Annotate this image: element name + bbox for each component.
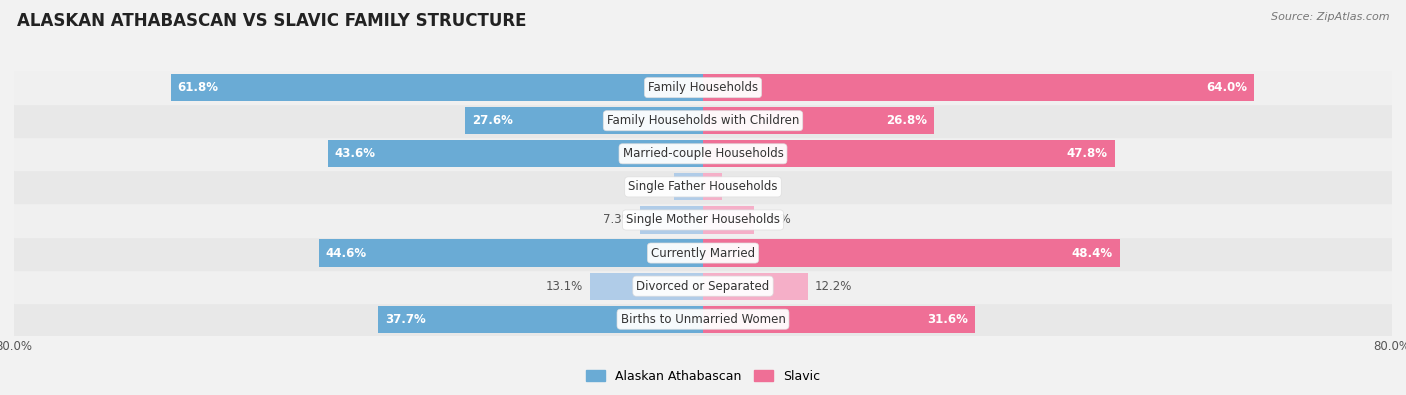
Text: Single Mother Households: Single Mother Households xyxy=(626,213,780,226)
Bar xyxy=(703,207,754,233)
Text: Currently Married: Currently Married xyxy=(651,246,755,260)
Text: 12.2%: 12.2% xyxy=(815,280,852,293)
Text: Source: ZipAtlas.com: Source: ZipAtlas.com xyxy=(1271,12,1389,22)
Bar xyxy=(14,203,1392,237)
Bar xyxy=(703,140,1115,167)
Bar xyxy=(319,239,703,267)
Bar xyxy=(465,107,703,134)
Text: Single Father Households: Single Father Households xyxy=(628,181,778,194)
Bar xyxy=(328,140,703,167)
Text: 27.6%: 27.6% xyxy=(472,114,513,127)
Bar xyxy=(14,237,1392,269)
Text: Divorced or Separated: Divorced or Separated xyxy=(637,280,769,293)
Text: 44.6%: 44.6% xyxy=(326,246,367,260)
Bar xyxy=(703,273,808,300)
Bar xyxy=(703,173,721,200)
Bar xyxy=(703,306,976,333)
Bar xyxy=(703,107,934,134)
Bar xyxy=(673,173,703,200)
Text: 61.8%: 61.8% xyxy=(177,81,219,94)
Text: 5.9%: 5.9% xyxy=(761,213,790,226)
Text: Family Households: Family Households xyxy=(648,81,758,94)
Text: Births to Unmarried Women: Births to Unmarried Women xyxy=(620,313,786,326)
Text: 7.3%: 7.3% xyxy=(603,213,633,226)
Bar xyxy=(14,170,1392,203)
Bar xyxy=(591,273,703,300)
Bar xyxy=(14,137,1392,170)
Text: 26.8%: 26.8% xyxy=(886,114,927,127)
Text: 48.4%: 48.4% xyxy=(1071,246,1114,260)
Text: 47.8%: 47.8% xyxy=(1067,147,1108,160)
Bar xyxy=(14,303,1392,336)
Text: 3.4%: 3.4% xyxy=(637,181,666,194)
Bar xyxy=(378,306,703,333)
Text: 13.1%: 13.1% xyxy=(546,280,583,293)
Text: ALASKAN ATHABASCAN VS SLAVIC FAMILY STRUCTURE: ALASKAN ATHABASCAN VS SLAVIC FAMILY STRU… xyxy=(17,12,526,30)
Text: 37.7%: 37.7% xyxy=(385,313,426,326)
Bar xyxy=(640,207,703,233)
Bar xyxy=(14,269,1392,303)
Bar xyxy=(14,104,1392,137)
Text: Family Households with Children: Family Households with Children xyxy=(607,114,799,127)
Text: 43.6%: 43.6% xyxy=(335,147,375,160)
Legend: Alaskan Athabascan, Slavic: Alaskan Athabascan, Slavic xyxy=(581,365,825,388)
Bar xyxy=(703,74,1254,101)
Text: Married-couple Households: Married-couple Households xyxy=(623,147,783,160)
Bar xyxy=(170,74,703,101)
Text: 64.0%: 64.0% xyxy=(1206,81,1247,94)
Text: 2.2%: 2.2% xyxy=(728,181,759,194)
Bar xyxy=(703,239,1119,267)
Text: 31.6%: 31.6% xyxy=(928,313,969,326)
Bar xyxy=(14,71,1392,104)
